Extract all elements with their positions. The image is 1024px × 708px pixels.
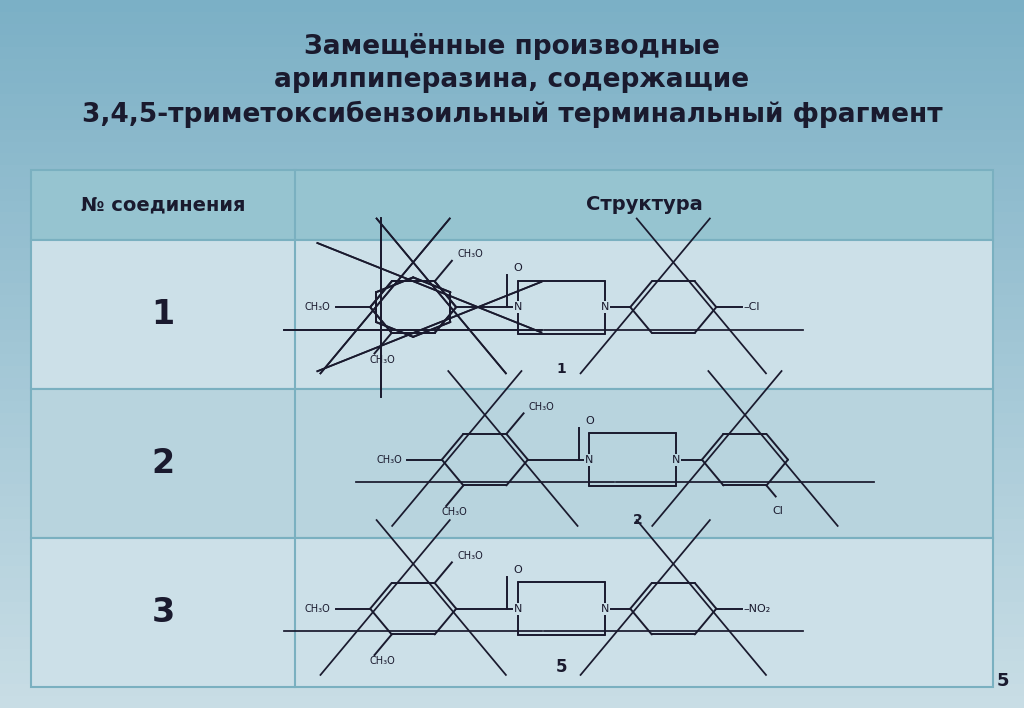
Bar: [0, 554, 1024, 566]
Bar: [0, 71, 1024, 83]
Text: O: O: [586, 416, 594, 426]
Bar: [0, 35, 1024, 47]
Bar: [0, 661, 1024, 673]
Bar: [0, 460, 1024, 472]
Bar: [0, 342, 1024, 354]
Text: –NO₂: –NO₂: [743, 604, 771, 614]
Text: 2: 2: [633, 513, 643, 527]
Bar: [0, 649, 1024, 661]
Bar: [0, 590, 1024, 602]
Text: N: N: [600, 604, 609, 614]
Bar: [0, 83, 1024, 94]
Bar: [0, 271, 1024, 283]
Text: Замещённые производные: Замещённые производные: [304, 33, 720, 59]
Text: N: N: [600, 302, 609, 312]
Text: CH₃O: CH₃O: [457, 249, 482, 259]
Text: CH₃O: CH₃O: [457, 551, 482, 561]
Text: № соединения: № соединения: [81, 195, 246, 215]
Text: N: N: [672, 455, 681, 464]
Bar: [0, 401, 1024, 413]
Bar: [0, 519, 1024, 531]
Bar: [0, 366, 1024, 377]
Bar: [0, 23, 1024, 35]
Bar: [0, 0, 1024, 12]
Bar: [0, 106, 1024, 118]
Bar: [0, 637, 1024, 649]
Text: –Cl: –Cl: [743, 302, 761, 312]
Bar: [31, 538, 993, 687]
Text: 5: 5: [996, 673, 1009, 690]
Bar: [0, 566, 1024, 578]
Bar: [0, 295, 1024, 307]
Text: CH₃O: CH₃O: [377, 455, 402, 464]
Bar: [0, 531, 1024, 543]
Bar: [0, 130, 1024, 142]
Bar: [0, 354, 1024, 366]
Text: CH₃O: CH₃O: [441, 508, 467, 518]
Bar: [0, 142, 1024, 154]
Bar: [0, 47, 1024, 59]
Bar: [0, 614, 1024, 625]
Text: CH₃O: CH₃O: [305, 604, 331, 614]
Text: 5: 5: [555, 658, 567, 676]
Bar: [0, 448, 1024, 460]
Bar: [0, 331, 1024, 342]
Bar: [0, 248, 1024, 260]
Bar: [0, 696, 1024, 708]
Bar: [0, 413, 1024, 425]
Bar: [0, 578, 1024, 590]
Bar: [0, 496, 1024, 508]
Text: N: N: [513, 604, 522, 614]
Bar: [0, 12, 1024, 23]
Text: N: N: [513, 302, 522, 312]
Bar: [0, 236, 1024, 248]
Bar: [0, 212, 1024, 224]
Bar: [0, 283, 1024, 295]
Bar: [31, 240, 993, 389]
Bar: [0, 437, 1024, 448]
Text: арилпиперазина, содержащие: арилпиперазина, содержащие: [274, 67, 750, 93]
Text: Структура: Структура: [586, 195, 702, 215]
Bar: [0, 319, 1024, 331]
Text: CH₃O: CH₃O: [370, 355, 395, 365]
Text: O: O: [513, 263, 522, 273]
Text: N: N: [585, 455, 594, 464]
Bar: [0, 189, 1024, 200]
Bar: [0, 59, 1024, 71]
Bar: [0, 602, 1024, 614]
Bar: [0, 625, 1024, 637]
Bar: [0, 165, 1024, 177]
Bar: [31, 389, 993, 538]
Bar: [0, 224, 1024, 236]
Text: CH₃O: CH₃O: [305, 302, 331, 312]
Bar: [0, 508, 1024, 519]
Bar: [0, 94, 1024, 106]
Bar: [0, 685, 1024, 696]
Text: CH₃O: CH₃O: [528, 402, 554, 412]
Text: 1: 1: [556, 362, 566, 376]
Bar: [0, 154, 1024, 165]
Bar: [0, 543, 1024, 554]
Text: CH₃O: CH₃O: [370, 656, 395, 666]
Text: 3: 3: [152, 595, 175, 629]
Bar: [0, 260, 1024, 271]
Text: 2: 2: [152, 447, 175, 480]
Bar: [0, 673, 1024, 685]
Text: 1: 1: [152, 297, 175, 331]
Bar: [0, 425, 1024, 437]
Bar: [0, 472, 1024, 484]
Text: Cl: Cl: [772, 506, 783, 516]
Bar: [0, 484, 1024, 496]
Bar: [31, 170, 993, 240]
Bar: [0, 389, 1024, 401]
Bar: [0, 177, 1024, 189]
Bar: [0, 307, 1024, 319]
Text: 3,4,5-триметоксибензоильный терминальный фрагмент: 3,4,5-триметоксибензоильный терминальный…: [82, 101, 942, 127]
Bar: [0, 377, 1024, 389]
Bar: [0, 200, 1024, 212]
Bar: [0, 118, 1024, 130]
Text: O: O: [513, 565, 522, 575]
